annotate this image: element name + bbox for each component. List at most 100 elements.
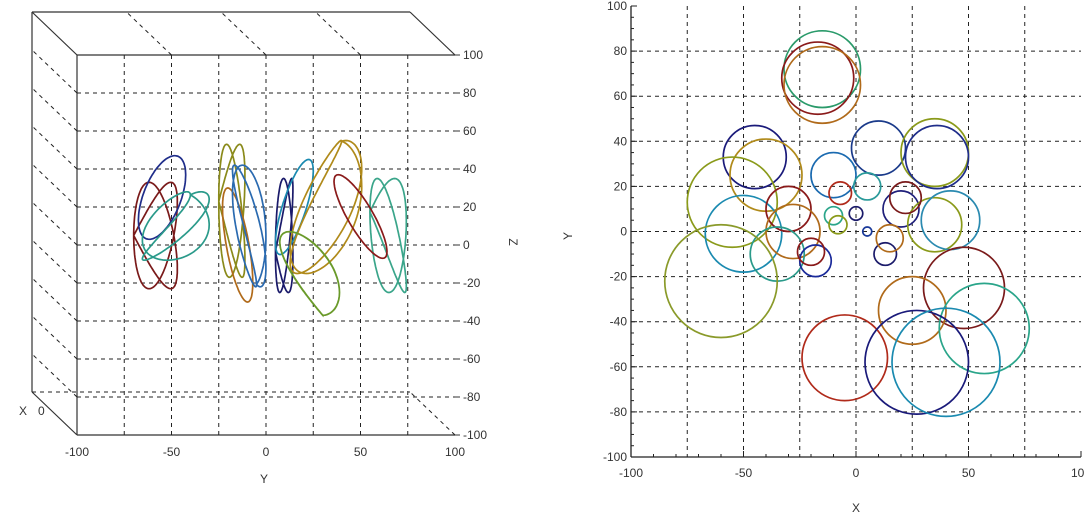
x-tick-label: 0 [853,466,860,480]
circle-mark [875,223,905,253]
z-tick-label-3d: -20 [463,276,481,290]
circle-mark [864,309,970,416]
circle-mark [877,275,947,346]
z-tick-label-3d: -40 [463,314,481,328]
x-tick-label-3d: 0 [38,404,45,418]
box-edge [31,391,78,436]
circle-mark [783,45,862,125]
trajectory-curve [369,177,408,294]
circle-mark [810,151,857,199]
y-axis-label-2d: Y [561,232,575,240]
circle-mark [828,214,848,235]
z-tick-label-3d: 80 [463,86,477,100]
grid-line-z-side [31,201,78,246]
circle-mark [873,241,898,267]
circle-mark [828,181,853,206]
y-tick-label: 100 [607,0,627,13]
z-tick-label-3d: -60 [463,352,481,366]
grid-line-z-side [31,49,78,94]
y-tick-label: 0 [620,225,627,239]
circle-mark [861,226,873,237]
x-tick-label: -50 [735,466,753,480]
y-tick-label-3d: 50 [354,445,368,459]
z-tick-label-3d: 40 [463,162,477,176]
circle-mark [796,237,826,267]
circle-mark [852,172,882,201]
z-tick-label-3d: 100 [463,48,483,62]
x-tick-label: 100 [1071,466,1084,480]
z-tick-label-3d: -80 [463,390,481,404]
x-tick-label: -100 [619,466,643,480]
trajectory-curve [231,164,267,288]
grid-line-z-side [31,125,78,170]
circle-mark [920,190,981,251]
y-tick-label: 80 [614,44,628,58]
circle-mark [823,205,844,226]
y-tick-label-3d: -50 [163,445,181,459]
circle-mark [900,117,970,188]
trajectory-curve [137,154,187,241]
grid-2d [631,6,1081,457]
grid-line-y-top [315,11,361,56]
y-tick-label: -40 [610,315,628,329]
trajectory-curve [274,177,294,294]
circle-series-2d [663,29,1031,418]
grid-line-z-side [31,163,78,208]
circle-mark [749,226,806,282]
trajectory-curve [141,190,211,262]
plot-3d-trajectories: -100 -50 0 50 100 100 80 60 40 20 0 -20 -40 -60 -80 -10… [19,11,520,486]
y-tick-label: 20 [614,179,628,193]
circle-mark [783,29,862,109]
trajectory-curve [289,139,363,275]
x-axis-label-2d: X [852,501,860,515]
box-back-corner-edge [409,391,456,436]
trajectory-curve [274,158,315,256]
y-tick-label-3d: -100 [65,445,89,459]
circle-mark [663,223,779,339]
x-axis-label-3d: X [19,404,27,418]
axes-2d [630,5,1082,458]
y-tick-label: -60 [610,360,628,374]
circle-mark [780,41,855,116]
circle-mark [938,282,1031,375]
circle-mark [848,205,864,222]
trajectory-curve [217,143,246,279]
circle-mark [888,181,923,215]
z-tick-label-3d: 0 [463,238,470,252]
circle-mark [686,156,779,249]
circle-mark [798,244,833,278]
tick-labels-2d: -100 -50 0 50 100 100 80 60 40 20 0 -20 -40 -60 -80 -10… [603,0,1084,480]
grid-3d [31,11,455,435]
z-tick-label-3d: -100 [463,428,487,442]
circle-mark [922,246,1006,330]
grid-line-z-side [31,87,78,132]
z-axis-label-3d: Z [506,238,520,245]
trajectory-curve [333,173,388,260]
circle-mark [906,196,963,253]
circle-mark [882,190,920,228]
series-curves-3d [132,139,408,318]
y-tick-label-3d: 0 [263,445,270,459]
y-tick-label: -80 [610,405,628,419]
trajectory-curve [278,230,341,318]
circle-mark [729,138,803,213]
circle-mark [765,203,821,260]
x-tick-label: 50 [962,466,976,480]
y-tick-label: 40 [614,134,628,148]
circle-mark [850,120,907,176]
tick-labels-3d: -100 -50 0 50 100 100 80 60 40 20 0 -20 -40 -60 -80 -10… [38,48,487,459]
circle-mark [765,185,812,233]
box-edge [409,11,456,56]
y-tick-label: 60 [614,89,628,103]
grid-line-z-side [31,315,78,360]
y-axis-label-3d: Y [260,472,268,486]
circle-mark [704,194,783,273]
trajectory-curve [132,181,179,290]
grid-line-z-side [31,277,78,322]
circle-mark [891,307,1001,418]
y-tick-label-3d: 100 [445,445,465,459]
circle-mark [722,124,788,190]
grid-line-z-side [31,239,78,284]
circle-mark [801,314,889,402]
y-tick-label: -20 [610,270,628,284]
